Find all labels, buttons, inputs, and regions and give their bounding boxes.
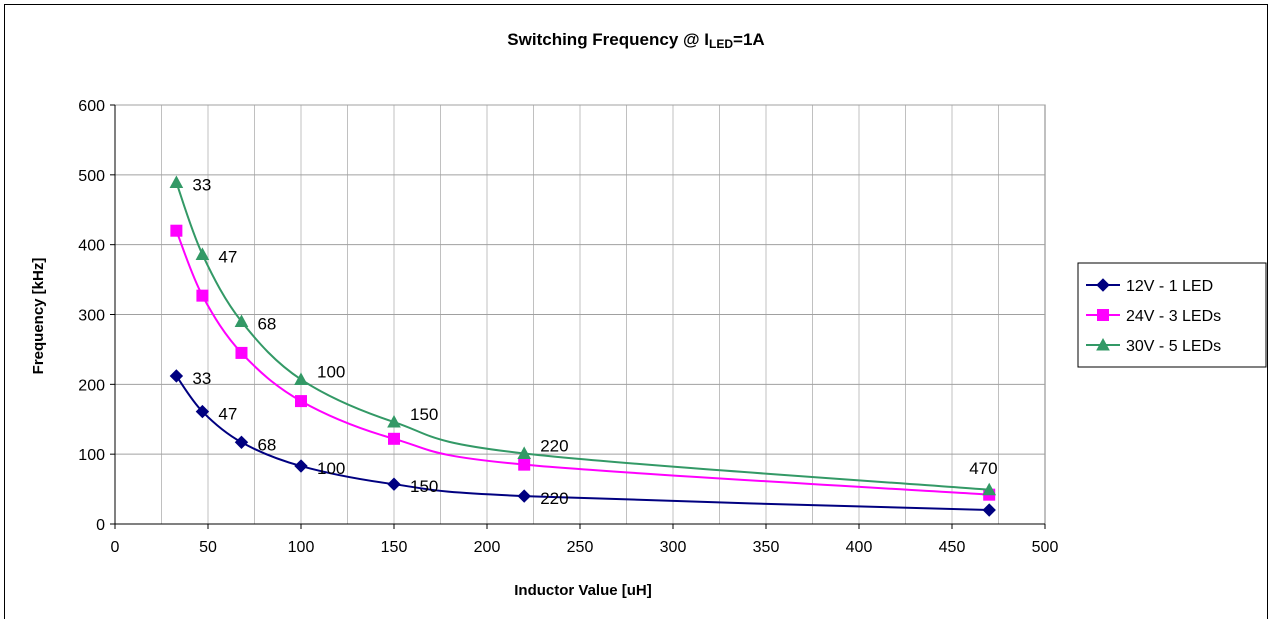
y-tick-label: 300	[78, 308, 105, 325]
data-point	[517, 489, 531, 503]
chart-title-suffix: =1A	[733, 30, 765, 49]
chart-title-subscript: LED	[709, 37, 733, 51]
y-tick-label: 0	[96, 517, 105, 534]
data-label: 33	[192, 176, 211, 195]
x-tick-label: 250	[567, 539, 594, 556]
data-label: 220	[540, 489, 568, 508]
x-tick-label: 150	[381, 539, 408, 556]
legend-label: 30V - 5 LEDs	[1126, 338, 1221, 355]
x-tick-label: 400	[846, 539, 873, 556]
tick-labels: 0 50 100 150 200 250 300 350 400 450 500 0 100 200 300…	[78, 98, 1058, 556]
series-line	[175, 375, 990, 512]
y-axis-title: Frequency [kHz]	[30, 258, 47, 375]
data-label: 470	[969, 459, 997, 478]
data-point	[195, 404, 210, 419]
data-point	[387, 414, 401, 428]
data-point	[234, 314, 249, 327]
legend-label: 12V - 1 LED	[1126, 278, 1213, 295]
data-label: 47	[218, 247, 237, 266]
chart-title-main: Switching Frequency @ I	[507, 30, 709, 49]
data-point	[294, 459, 308, 473]
x-tick-label: 300	[660, 539, 687, 556]
data-label: 150	[410, 405, 438, 424]
data-point	[294, 372, 308, 385]
y-tick-label: 400	[78, 238, 105, 255]
x-tick-label: 450	[939, 539, 966, 556]
legend-label: 24V - 3 LEDs	[1126, 308, 1221, 325]
grid	[114, 104, 1046, 525]
data-point	[195, 247, 210, 260]
data-point	[295, 395, 307, 408]
chart-frame	[4, 4, 1268, 619]
data-point	[387, 477, 401, 491]
data-point	[982, 503, 996, 517]
data-label: 100	[317, 459, 345, 478]
x-tick-label: 350	[753, 539, 780, 556]
y-tick-label: 200	[78, 377, 105, 394]
data-point	[169, 175, 184, 189]
x-tick-label: 100	[288, 539, 315, 556]
data-label: 150	[410, 477, 438, 496]
axes	[110, 104, 1046, 529]
legend-swatch-marker	[1097, 309, 1109, 321]
x-tick-label: 0	[111, 539, 120, 556]
data-label: 68	[257, 435, 276, 454]
data-label: 220	[540, 436, 568, 455]
data-label: 47	[218, 405, 237, 424]
chart-title: Switching Frequency @ ILED=1A	[507, 30, 764, 51]
x-tick-label: 200	[474, 539, 501, 556]
data-label: 33	[192, 369, 211, 388]
legend-swatch-marker	[1096, 278, 1110, 292]
series-line	[175, 182, 990, 491]
series-group: 33 47 68 100 150 220 33 47 68 100 150 220 470	[169, 175, 998, 517]
x-tick-label: 50	[199, 539, 217, 556]
data-point	[982, 482, 997, 496]
data-label: 100	[317, 362, 345, 381]
data-point	[196, 289, 209, 302]
legend-swatch-marker	[1096, 337, 1110, 351]
data-point	[169, 369, 184, 383]
y-tick-label: 100	[78, 447, 105, 464]
y-tick-label: 600	[78, 98, 105, 115]
data-point	[235, 346, 248, 359]
x-tick-label: 500	[1032, 539, 1059, 556]
data-point	[517, 446, 532, 459]
data-label: 68	[257, 314, 276, 333]
data-point	[518, 458, 531, 471]
legend: 12V - 1 LED 24V - 3 LEDs 30V - 5 LEDs	[1077, 262, 1267, 368]
x-axis-title: Inductor Value [uH]	[514, 582, 652, 599]
y-tick-label: 500	[78, 168, 105, 185]
data-point	[388, 432, 400, 445]
data-point	[170, 224, 183, 237]
series-line	[175, 230, 990, 496]
data-point	[234, 435, 249, 450]
